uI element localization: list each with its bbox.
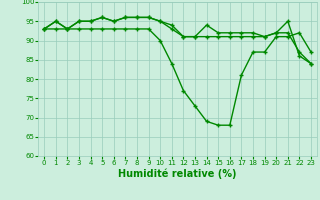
X-axis label: Humidité relative (%): Humidité relative (%)	[118, 169, 237, 179]
